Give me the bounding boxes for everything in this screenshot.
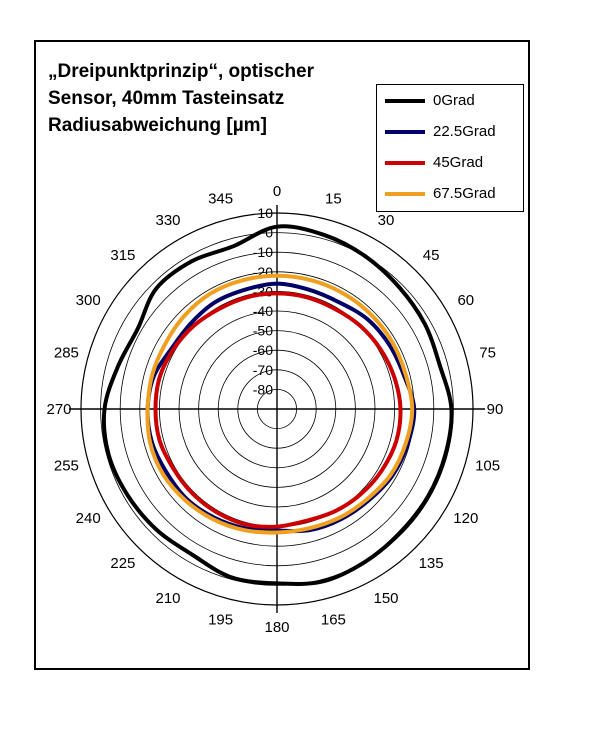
angle-tick-label: 165 [321,612,346,629]
angle-tick-label: 45 [423,247,440,264]
legend-item-0grad: 0Grad [377,87,523,117]
angle-tick-label: 75 [479,345,496,362]
angle-tick-label: 30 [378,212,395,229]
legend: 0Grad 22.5Grad 45Grad 67.5Grad [376,84,524,212]
series-line-0grad [101,224,454,586]
angle-tick-label: 225 [110,555,135,572]
angle-tick-label: 330 [155,212,180,229]
angle-tick-label: 120 [453,510,478,527]
legend-swatch-22-5grad [385,130,425,134]
angle-tick-label: 180 [264,619,289,636]
radial-tick-label: 0 [265,225,273,241]
legend-label-22-5grad: 22.5Grad [433,123,496,140]
angle-tick-label: 255 [54,457,79,474]
angle-tick-label: 15 [325,190,342,207]
chart-title-line-3: Radiusabweichung [µm] [48,115,267,136]
radial-tick-label: -40 [253,303,273,319]
angle-tick-label: 105 [475,457,500,474]
radial-tick-label: 10 [257,205,273,221]
legend-item-22-5grad: 22.5Grad [377,118,523,148]
angle-tick-label: 315 [110,247,135,264]
chart-title-line-1: „Dreipunktprinzip“, optischer [48,61,315,82]
legend-swatch-67-5grad [385,192,425,196]
radial-tick-label: -60 [253,342,273,358]
legend-label-0grad: 0Grad [433,92,475,109]
axes [69,205,485,613]
angle-tick-label: 90 [487,401,504,418]
angle-tick-label: 345 [208,190,233,207]
radial-tick-label: -10 [253,244,273,260]
legend-item-45grad: 45Grad [377,149,523,179]
angle-labels: 0 15 30 45 60 75 90 105 120 135 150 165 180 195 210 225… [46,183,503,636]
angle-tick-label: 195 [208,612,233,629]
chart-title-line-2: Sensor, 40mm Tasteinsatz [48,88,285,109]
angle-tick-label: 285 [54,345,79,362]
radial-tick-label: -70 [253,362,273,378]
chart-title: „Dreipunktprinzip“, optischer Sensor, 40… [48,58,378,139]
angle-tick-label: 210 [155,590,180,607]
radial-tick-label: -80 [253,381,273,397]
legend-label-67-5grad: 67.5Grad [433,185,496,202]
series-line-45grad [153,291,403,529]
legend-swatch-0grad [385,99,425,103]
angle-tick-label: 150 [373,590,398,607]
angle-tick-label: 240 [76,510,101,527]
legend-swatch-45grad [385,161,425,165]
legend-label-45grad: 45Grad [433,154,484,171]
angle-tick-label: 60 [457,292,474,309]
legend-item-67-5grad: 67.5Grad [377,180,523,210]
series-line-67-5grad [145,273,415,535]
series-lines [101,224,454,586]
angle-tick-label: 300 [76,292,101,309]
radial-tick-label: -50 [253,323,273,339]
angle-tick-label: 270 [46,401,71,418]
angle-tick-label: 135 [419,555,444,572]
angle-tick-label: 0 [273,183,281,200]
